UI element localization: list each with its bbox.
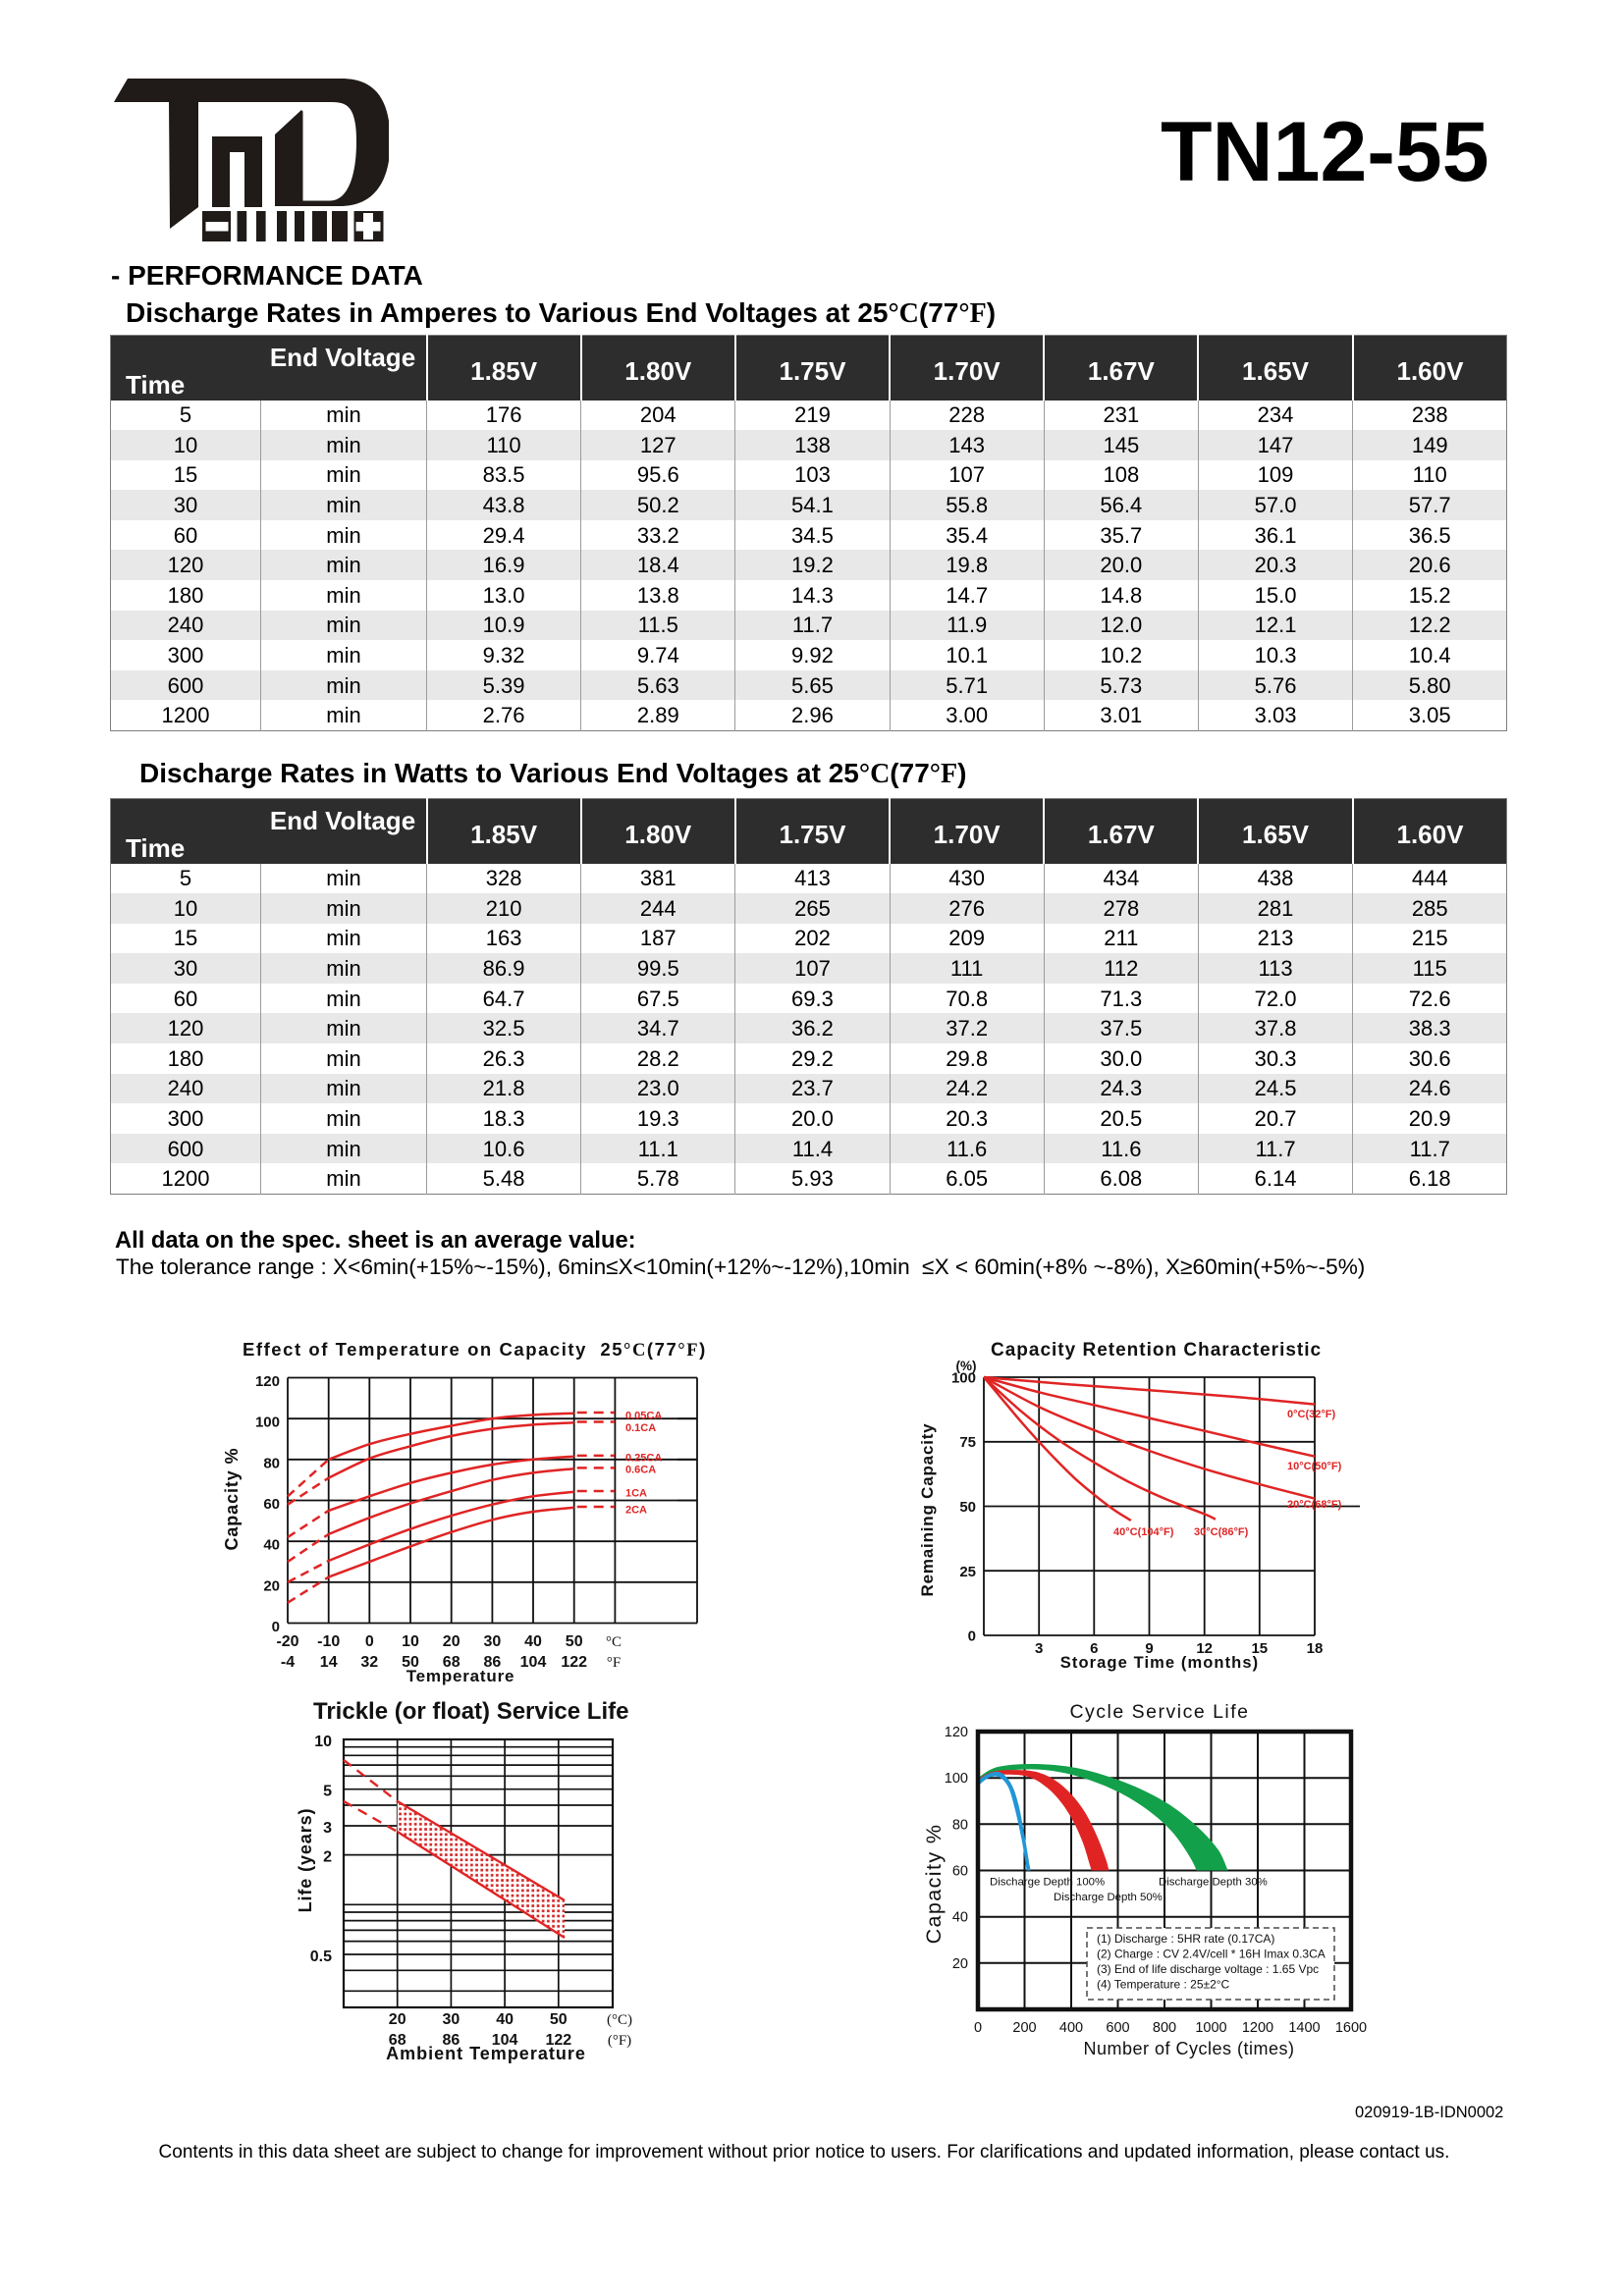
svg-text:50: 50 [959,1499,976,1516]
svg-text:32: 32 [360,1654,378,1671]
svg-text:0: 0 [272,1619,280,1635]
svg-text:600: 600 [1106,2020,1129,2036]
svg-text:(%): (%) [956,1359,977,1373]
svg-text:75: 75 [959,1434,976,1451]
svg-text:(°F): (°F) [608,2033,631,2049]
svg-text:3: 3 [323,1820,332,1837]
svg-text:(°C): (°C) [607,2012,632,2028]
svg-text:104: 104 [492,2032,518,2049]
svg-text:Discharge Depth 30%: Discharge Depth 30% [1159,1877,1268,1889]
svg-text:Discharge Depth 100%: Discharge Depth 100% [990,1877,1105,1889]
svg-text:Storage Time (months): Storage Time (months) [1060,1654,1259,1672]
svg-text:-10: -10 [317,1633,340,1650]
svg-text:-4: -4 [281,1654,295,1671]
svg-text:14: 14 [320,1654,338,1671]
svg-text:86: 86 [484,1654,502,1671]
svg-text:5: 5 [323,1784,332,1800]
svg-text:122: 122 [561,1654,587,1671]
svg-text:1400: 1400 [1288,2020,1320,2036]
svg-text:0.05CA: 0.05CA [625,1411,662,1422]
svg-text:120: 120 [255,1373,280,1390]
svg-text:60: 60 [952,1864,968,1880]
svg-text:104: 104 [520,1654,547,1671]
svg-text:10: 10 [314,1734,332,1750]
svg-text:°F: °F [607,1655,621,1671]
svg-text:18: 18 [1307,1640,1324,1657]
svg-text:°C: °C [606,1634,622,1650]
svg-text:Temperature: Temperature [406,1667,515,1685]
svg-text:120: 120 [945,1725,968,1740]
svg-text:40: 40 [524,1633,542,1650]
svg-text:80: 80 [263,1455,280,1471]
svg-text:15: 15 [1251,1640,1268,1657]
svg-text:Capacity Retention Characteris: Capacity Retention Characteristic [991,1340,1322,1361]
svg-text:Cycle Service Life: Cycle Service Life [1069,1701,1249,1723]
svg-text:30: 30 [484,1633,502,1650]
svg-text:12: 12 [1196,1640,1213,1657]
svg-text:(4) Temperature : 25±2°C: (4) Temperature : 25±2°C [1097,1978,1230,1992]
svg-text:(1) Discharge : 5HR rate (0.17: (1) Discharge : 5HR rate (0.17CA) [1097,1932,1274,1946]
svg-text:20: 20 [263,1577,280,1594]
svg-text:Capacity %: Capacity % [922,1824,946,1945]
svg-text:1200: 1200 [1242,2020,1273,2036]
svg-text:0.25CA: 0.25CA [625,1453,662,1465]
svg-text:50: 50 [550,2011,568,2028]
svg-text:60: 60 [263,1496,280,1513]
svg-text:86: 86 [443,2032,460,2049]
svg-text:20: 20 [443,1633,460,1650]
svg-text:3: 3 [1035,1640,1043,1657]
svg-text:1000: 1000 [1195,2020,1226,2036]
svg-text:400: 400 [1059,2020,1083,2036]
svg-text:2: 2 [323,1849,332,1866]
svg-text:0.1CA: 0.1CA [625,1422,656,1434]
svg-text:6: 6 [1090,1640,1098,1657]
svg-text:Life (years): Life (years) [296,1808,315,1913]
svg-text:Trickle (or float) Service Lif: Trickle (or float) Service Life [313,1698,628,1725]
svg-text:40: 40 [952,1910,968,1926]
svg-text:20: 20 [389,2011,406,2028]
svg-text:10: 10 [402,1633,419,1650]
svg-text:20°C(68°F): 20°C(68°F) [1287,1499,1342,1511]
svg-text:-20: -20 [276,1633,298,1650]
svg-text:0.5: 0.5 [310,1949,332,1965]
svg-text:20: 20 [952,1956,968,1972]
svg-text:80: 80 [952,1817,968,1833]
svg-text:40°C(104°F): 40°C(104°F) [1113,1526,1174,1538]
svg-text:Discharge Depth 50%: Discharge Depth 50% [1054,1892,1163,1903]
svg-text:200: 200 [1012,2020,1036,2036]
svg-text:68: 68 [389,2032,406,2049]
svg-text:122: 122 [545,2032,571,2049]
svg-text:50: 50 [402,1654,419,1671]
svg-text:100: 100 [255,1415,280,1431]
svg-text:0.6CA: 0.6CA [625,1465,656,1476]
svg-text:Effect of Temperature on Capac: Effect of Temperature on Capacity 25°C(7… [243,1339,707,1361]
svg-text:(3) End of life discharge volt: (3) End of life discharge voltage : 1.65… [1097,1962,1319,1976]
svg-text:Ambient Temperature: Ambient Temperature [386,2044,586,2063]
svg-text:50: 50 [566,1633,583,1650]
svg-text:(2) Charge : CV 2.4V/cell * 16: (2) Charge : CV 2.4V/cell * 16H Imax 0.3… [1097,1948,1326,1961]
svg-text:100: 100 [945,1771,968,1787]
svg-text:Number of Cycles (times): Number of Cycles (times) [1083,2039,1294,2058]
svg-text:25: 25 [959,1564,976,1580]
svg-text:100: 100 [951,1370,976,1387]
svg-text:1CA: 1CA [625,1488,647,1500]
svg-text:9: 9 [1145,1640,1153,1657]
svg-text:30°C(86°F): 30°C(86°F) [1194,1526,1249,1538]
svg-text:0: 0 [968,1629,976,1645]
svg-text:Capacity %: Capacity % [224,1447,242,1550]
svg-text:2CA: 2CA [625,1505,647,1517]
svg-text:800: 800 [1153,2020,1176,2036]
svg-text:40: 40 [496,2011,514,2028]
svg-text:30: 30 [443,2011,460,2028]
svg-text:40: 40 [263,1537,280,1554]
svg-text:1600: 1600 [1335,2020,1367,2036]
svg-text:68: 68 [443,1654,460,1671]
svg-text:0: 0 [365,1633,374,1650]
svg-text:Remaining Capacity: Remaining Capacity [918,1423,937,1597]
svg-text:0: 0 [974,2020,982,2036]
svg-text:0°C(32°F): 0°C(32°F) [1287,1409,1335,1420]
svg-text:10°C(50°F): 10°C(50°F) [1287,1461,1342,1472]
